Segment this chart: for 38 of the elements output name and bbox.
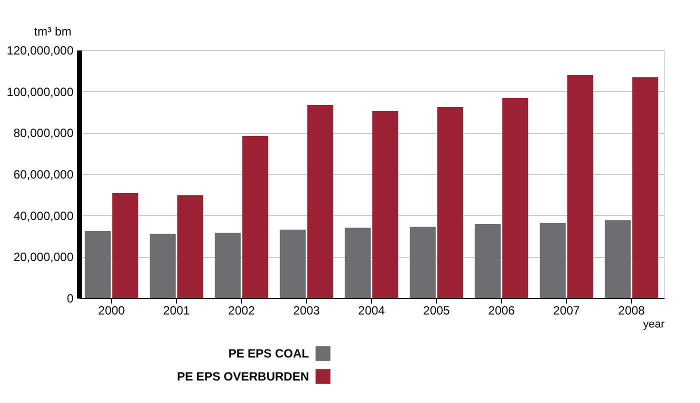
- y-tick-label: 60,000,000: [13, 168, 74, 182]
- bar: [502, 98, 528, 298]
- y-axis-title: tm³ bm: [34, 24, 72, 38]
- y-tick-label: 100,000,000: [6, 84, 74, 99]
- x-tick-label: 2001: [163, 304, 190, 318]
- y-tick-label: 20,000,000: [13, 250, 74, 264]
- bar: [112, 193, 138, 298]
- bar: [632, 77, 658, 298]
- x-axis-title: year: [643, 318, 665, 330]
- bar: [474, 224, 501, 298]
- bar: [280, 230, 306, 298]
- bar: [84, 231, 111, 298]
- bar: [410, 226, 436, 298]
- x-tick-label: 2004: [358, 304, 386, 318]
- y-tick-label: 0: [66, 292, 74, 306]
- bar: [437, 107, 464, 298]
- legend-label: PE EPS OVERBURDEN: [176, 370, 309, 384]
- bar: [604, 220, 631, 298]
- bar: [177, 195, 204, 298]
- x-tick-label: 2006: [488, 304, 516, 318]
- bar: [344, 228, 371, 298]
- x-tick-label: 2002: [228, 304, 256, 318]
- legend-label: PE EPS COAL: [228, 346, 309, 360]
- bar: [150, 234, 176, 298]
- y-tick-label: 120,000,000: [6, 44, 74, 58]
- bar: [567, 75, 594, 298]
- bar: [540, 222, 566, 298]
- x-tick-label: 2003: [293, 304, 320, 318]
- x-tick-label: 2008: [618, 304, 646, 318]
- bar: [214, 232, 241, 298]
- x-tick-label: 2005: [423, 304, 450, 318]
- bar: [372, 110, 398, 298]
- y-tick-label: 40,000,000: [13, 208, 74, 223]
- x-tick-label: 2007: [553, 304, 580, 318]
- x-tick-label: 2000: [98, 304, 126, 318]
- y-tick-label: 80,000,000: [13, 126, 74, 140]
- bar: [242, 136, 268, 298]
- bar: [307, 104, 334, 298]
